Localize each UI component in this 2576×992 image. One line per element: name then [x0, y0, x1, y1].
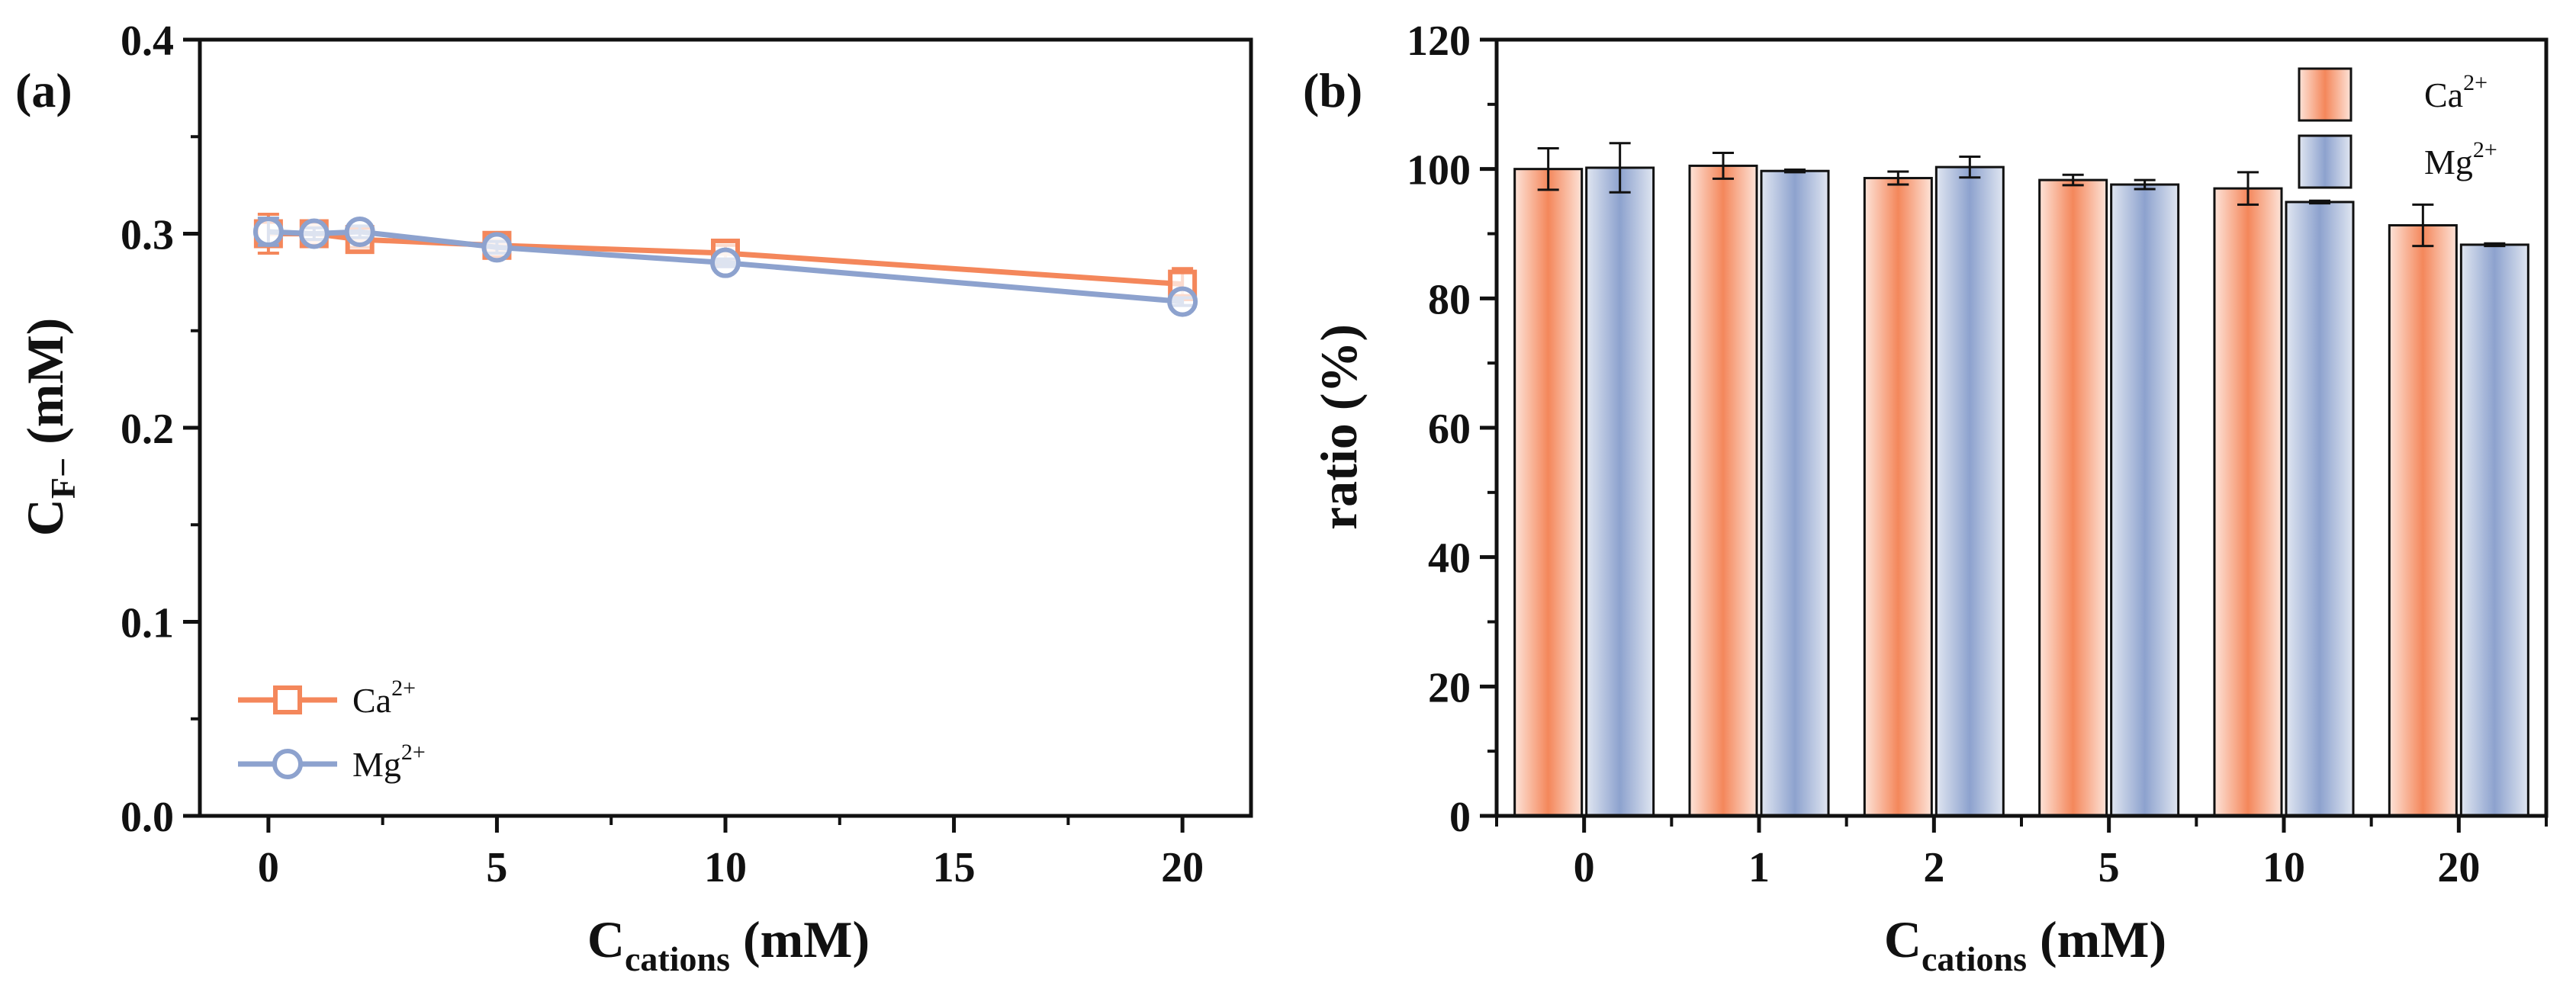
chart-b-xlabel: Ccations (mM): [1884, 910, 2166, 978]
chart-a-xtick-label: 0: [258, 844, 279, 891]
chart-b-xlabel-unit: (mM): [2027, 910, 2166, 968]
chart-b-bar-mg: [2285, 201, 2355, 817]
chart-a-xlabel: Ccations (mM): [587, 910, 870, 978]
chart-a-ytick-label: 0.4: [121, 18, 174, 65]
chart-a-ytick-label: 0.1: [121, 600, 174, 647]
chart-b-ytick-label: 20: [1428, 664, 1471, 711]
chart-b-xtick-label: 0: [1574, 844, 1595, 891]
chart-b-ylabel: ratio (%): [1310, 324, 1368, 530]
chart-a-ytick-label: 0.3: [121, 212, 174, 259]
chart-b-ytick-label: 0: [1449, 794, 1471, 841]
chart-a-legend: Ca2+ Mg2+: [238, 676, 426, 784]
chart-b-bar-ca: [2388, 223, 2458, 817]
legend-a-mg-label: Mg2+: [352, 740, 426, 784]
chart-b-ytick-label: 60: [1428, 406, 1471, 453]
chart-a-xtick-label: 15: [933, 844, 976, 891]
chart-a-ytick-label: 0.2: [121, 406, 174, 453]
chart-b-bar-ca: [2213, 187, 2283, 817]
chart-b-xtick-label: 1: [1748, 844, 1770, 891]
chart-a: (a) 0.00.10.20.30.40 5 10 15 20 CF− (mM) Cca…: [15, 18, 1253, 978]
chart-b-bar-ca: [2038, 178, 2108, 817]
legend-a-ca-label: Ca2+: [352, 676, 416, 720]
chart-a-point-mg: [481, 232, 513, 263]
chart-b-xlabel-sub: cations: [1922, 939, 2027, 978]
legend-a-mg-marker: [272, 749, 303, 779]
chart-b-bar-mg: [2459, 243, 2529, 817]
chart-b-frame: [1494, 37, 2549, 818]
chart-b-xlabel-main: C: [1884, 910, 1922, 968]
chart-a-point-mg: [252, 216, 284, 247]
chart-b-bar-ca: [1863, 177, 1933, 817]
panel-b-tag: (b): [1303, 63, 1362, 117]
chart-a-xtick-label: 20: [1161, 844, 1204, 891]
legend-b-mg-swatch: [2298, 134, 2352, 189]
chart-a-xtick-label: 10: [704, 844, 747, 891]
chart-b-xtick-label: 2: [1923, 844, 1944, 891]
panel-a-tag: (a): [15, 63, 72, 117]
chart-b-bar-ca: [1688, 164, 1758, 817]
chart-b-bar-mg: [2110, 183, 2180, 817]
chart-b-bar-mg: [1934, 165, 2005, 817]
chart-b-bar-mg: [1760, 169, 1830, 817]
chart-b-xtick-label: 10: [2262, 844, 2305, 891]
legend-b-mg-label: Mg2+: [2424, 137, 2497, 181]
chart-a-point-mg: [710, 247, 741, 278]
legend-a-ca-marker: [273, 685, 302, 714]
chart-a-frame: [198, 37, 1253, 818]
chart-b-xtick-label: 20: [2437, 844, 2480, 891]
chart-a-xlabel-unit: (mM): [730, 910, 870, 968]
chart-a-xtick-label: 5: [486, 844, 507, 891]
chart-b-ytick-label: 40: [1428, 535, 1471, 583]
chart-a-ylabel-main: C: [16, 499, 74, 536]
chart-a-xlabel-sub: cations: [625, 939, 730, 978]
chart-b-legend: Ca2+ Mg2+: [2298, 67, 2497, 189]
chart-a-point-mg: [1167, 286, 1198, 317]
chart-a-ytick-label: 0.0: [121, 794, 174, 841]
chart-b-bar-mg: [1585, 166, 1655, 817]
chart-b-ytick-label: 80: [1428, 276, 1471, 323]
chart-b-xtick-label: 5: [2098, 844, 2120, 891]
chart-a-ylabel: CF− (mM): [16, 318, 82, 537]
chart-a-ylabel-unit: (mM): [16, 318, 74, 457]
chart-a-point-mg: [298, 218, 330, 249]
chart-b-ytick-label: 120: [1407, 18, 1471, 65]
chart-a-ylabel-sub: F−: [43, 457, 82, 499]
chart-b: (b) 0 20 40 60 80 100 120 0 1 2 5 10 20 ratio (%) Cc…: [1303, 18, 2549, 978]
legend-b-ca-label: Ca2+: [2424, 70, 2488, 114]
chart-a-xlabel-main: C: [587, 910, 625, 968]
chart-b-ytick-label: 100: [1407, 147, 1471, 194]
chart-a-point-mg: [344, 216, 375, 247]
chart-b-bar-ca: [1513, 168, 1584, 817]
legend-b-ca-swatch: [2298, 67, 2352, 122]
